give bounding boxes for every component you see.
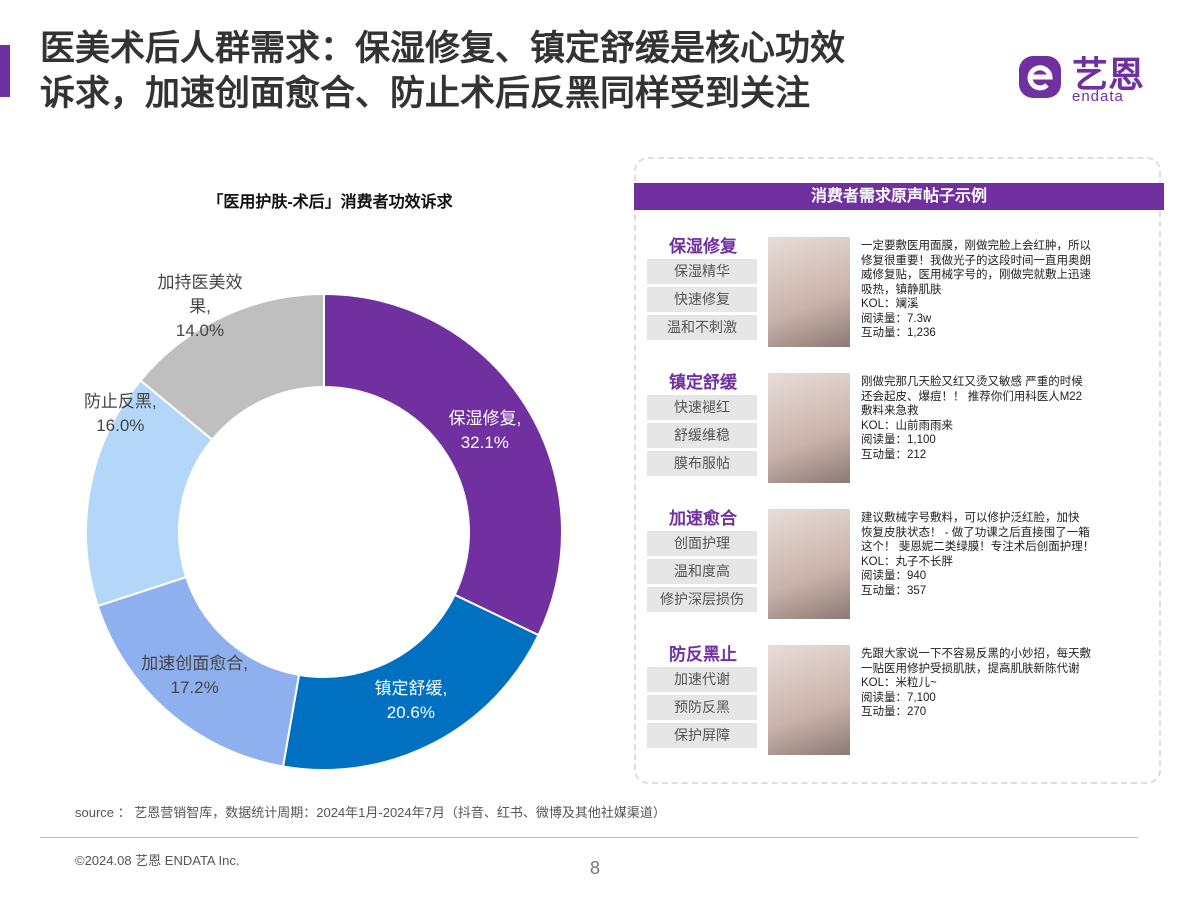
logo-text: 艺恩 xyxy=(1072,54,1145,95)
segment-label: 镇定舒缓, 20.6% xyxy=(356,677,466,725)
category-label: 加持医美效果, xyxy=(157,273,243,317)
post-line: KOL：丸子不长胖 xyxy=(861,555,954,568)
tag: 保护屏障 xyxy=(647,723,757,748)
post-line: 刚做完那几天脸又红又烫又敏感 严重的时候 xyxy=(861,376,1083,388)
post-line: 互动量：1,236 xyxy=(861,327,936,339)
post-image xyxy=(768,645,850,755)
segment-label: 防止反黑, 16.0% xyxy=(65,390,175,438)
divider xyxy=(40,837,1138,838)
donut-chart xyxy=(85,292,563,771)
donut-segment xyxy=(139,292,325,442)
group-heading: 镇定舒缓 xyxy=(669,373,737,392)
value-label: 17.2% xyxy=(170,677,219,697)
logo-sub: endata xyxy=(1072,88,1124,105)
post-line: KOL：山前雨雨来 xyxy=(861,419,954,432)
post-line: 互动量：212 xyxy=(861,448,927,461)
group-heading: 加速愈合 xyxy=(669,509,737,528)
segment-label: 加速创面愈合, 17.2% xyxy=(140,652,250,700)
title: 医美术后人群需求：保湿修复、镇定舒缓是核心功效 诉求，加速创面愈合、防止术后反黑… xyxy=(40,26,845,116)
tag: 预防反黑 xyxy=(647,695,757,720)
post-line: 恢复皮肤状态！ - 做了功课之后直接囤了一箱 xyxy=(861,526,1090,539)
post-line: 互动量：270 xyxy=(861,706,927,718)
post-line: 吸热，镇静肌肤 xyxy=(861,283,942,296)
tag: 温和度高 xyxy=(647,559,757,584)
post-line: 阅读量：7.3w xyxy=(861,312,932,325)
title-line: 诉求，加速创面愈合、防止术后反黑同样受到关注 xyxy=(40,74,811,113)
title-line: 医美术后人群需求：保湿修复、镇定舒缓是核心功效 xyxy=(40,29,846,68)
group-heading: 防反黑止 xyxy=(669,645,737,664)
value-label: 14.0% xyxy=(175,321,225,341)
post-line: 一贴医用修护受损肌肤，提高肌肤新陈代谢 xyxy=(861,662,1080,675)
group-heading: 保湿修复 xyxy=(669,237,737,256)
tag: 快速修复 xyxy=(647,287,757,312)
post-line: 阅读量：1,100 xyxy=(861,434,936,446)
donut-segment xyxy=(323,292,563,637)
post-line: 还会起皮、爆痘！！ 推荐你们用科医人M22 xyxy=(861,390,1083,403)
tag: 加速代谢 xyxy=(647,667,757,692)
chart-title: 「医用护肤-术后」消费者功效诉求 xyxy=(207,194,453,211)
segment-label: 加持医美效果, 14.0% xyxy=(145,271,255,343)
page-number: 8 xyxy=(590,858,601,878)
post-line: 一定要敷医用面膜，刚做完脸上会红肿，所以 xyxy=(861,240,1091,252)
post-line: 修复很重要！我做光子的这段时间一直用奥朗 xyxy=(861,254,1091,267)
category-label: 加速创面愈合, xyxy=(141,653,248,673)
post-line: 先跟大家说一下不容易反黑的小妙招，每天敷 xyxy=(861,648,1091,660)
post-line: 阅读量：7,100 xyxy=(861,691,936,704)
copyright: ©2024.08 艺恩 ENDATA Inc. xyxy=(75,853,240,868)
post-line: 互动量：357 xyxy=(861,584,927,597)
category-label: 保湿修复, xyxy=(448,408,522,428)
post-line: 阅读量：940 xyxy=(861,570,927,582)
segment-label: 保湿修复, 32.1% xyxy=(430,407,540,455)
tag: 舒缓维稳 xyxy=(647,423,757,448)
logo-icon xyxy=(1019,56,1061,98)
tag: 修护深层损伤 xyxy=(647,587,757,612)
post-line: 威修复贴，医用械字号的，刚做完就敷上迅速 xyxy=(861,269,1091,281)
category-label: 防止反黑, xyxy=(83,391,157,411)
source: source ： 艺恩营销智库，数据统计周期：2024年1月-2024年7月（抖… xyxy=(75,805,666,820)
value-label: 32.1% xyxy=(460,432,509,452)
category-label: 镇定舒缓, xyxy=(374,678,448,698)
post-line: 建议敷械字号敷料，可以修护泛红脸，加快 xyxy=(861,512,1080,524)
tag: 创面护理 xyxy=(647,531,757,556)
tag: 温和不刺激 xyxy=(647,315,757,340)
tag: 保湿精华 xyxy=(647,259,757,284)
post-image xyxy=(768,509,850,619)
tag: 膜布服帖 xyxy=(647,451,757,476)
post-image xyxy=(768,237,850,347)
panel xyxy=(634,157,1161,784)
accent-bar xyxy=(0,45,10,97)
post-line: 敷料来急救 xyxy=(861,405,919,417)
post-line: KOL：斓溪 xyxy=(861,298,919,310)
panel-title: 消费者需求原声帖子示例 xyxy=(634,183,1164,210)
value-label: 20.6% xyxy=(386,702,435,722)
donut-segment xyxy=(96,575,301,768)
post-image xyxy=(768,373,850,483)
value-label: 16.0% xyxy=(96,415,145,435)
tag: 快速褪红 xyxy=(647,395,757,420)
donut-segment xyxy=(281,593,540,771)
post-line: 这个！ 斐恩妮二类绿膜！专注术后创面护理！ xyxy=(861,541,1095,553)
post-line: KOL：米粒儿~ xyxy=(861,677,937,689)
